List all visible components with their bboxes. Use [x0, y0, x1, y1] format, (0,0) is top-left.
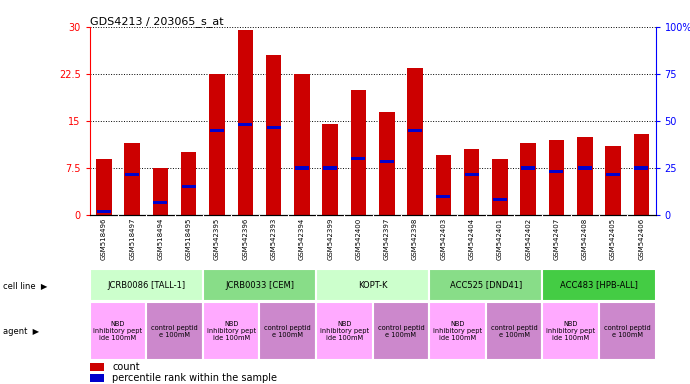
Bar [435, 156, 451, 215]
Bar [493, 198, 507, 201]
Bar [436, 195, 451, 198]
Text: agent  ▶: agent ▶ [3, 327, 39, 336]
Text: GSM542406: GSM542406 [638, 218, 644, 260]
Bar [351, 157, 366, 160]
Bar [124, 143, 140, 215]
Bar [542, 302, 599, 360]
Text: GDS4213 / 203065_s_at: GDS4213 / 203065_s_at [90, 16, 224, 27]
Bar [599, 302, 655, 360]
Bar [407, 68, 423, 215]
Text: GSM542405: GSM542405 [610, 218, 616, 260]
Bar [323, 166, 337, 170]
Text: control peptid
e 100mM: control peptid e 100mM [264, 325, 311, 338]
Text: GSM542394: GSM542394 [299, 218, 305, 260]
Bar [266, 55, 282, 215]
Bar [90, 362, 104, 371]
Bar [152, 168, 168, 215]
Bar [464, 173, 479, 176]
Bar [90, 302, 146, 360]
Bar [577, 137, 593, 215]
Text: control peptid
e 100mM: control peptid e 100mM [604, 325, 651, 338]
Bar [380, 160, 394, 163]
Bar [606, 173, 620, 176]
Bar [520, 143, 536, 215]
Text: count: count [112, 362, 140, 372]
Bar [322, 124, 338, 215]
Bar [125, 173, 139, 176]
Bar [295, 166, 309, 170]
Bar [605, 146, 621, 215]
Text: NBD
inhibitory pept
ide 100mM: NBD inhibitory pept ide 100mM [433, 321, 482, 341]
Text: control peptid
e 100mM: control peptid e 100mM [151, 325, 198, 338]
Bar [429, 270, 542, 301]
Bar [294, 74, 310, 215]
Bar [351, 89, 366, 215]
Bar [578, 166, 592, 170]
Text: GSM542395: GSM542395 [214, 218, 220, 260]
Text: control peptid
e 100mM: control peptid e 100mM [377, 325, 424, 338]
Text: GSM518494: GSM518494 [157, 218, 164, 260]
Bar [203, 302, 259, 360]
Bar [492, 159, 508, 215]
Text: GSM542404: GSM542404 [469, 218, 475, 260]
Bar [266, 126, 281, 129]
Bar [146, 302, 203, 360]
Text: GSM542398: GSM542398 [412, 218, 418, 260]
Text: KOPT-K: KOPT-K [358, 281, 387, 290]
Bar [549, 170, 564, 173]
Text: GSM542402: GSM542402 [525, 218, 531, 260]
Bar [181, 185, 196, 189]
Text: GSM542397: GSM542397 [384, 218, 390, 260]
Bar [634, 166, 649, 170]
Bar [542, 270, 656, 301]
Bar [90, 270, 203, 301]
Bar [181, 152, 197, 215]
Bar [549, 140, 564, 215]
Bar [379, 112, 395, 215]
Bar [97, 210, 111, 214]
Text: GSM542396: GSM542396 [242, 218, 248, 260]
Bar [259, 302, 316, 360]
Bar [96, 159, 112, 215]
Bar [316, 270, 429, 301]
Bar [316, 302, 373, 360]
Bar [210, 129, 224, 132]
Text: GSM542399: GSM542399 [327, 218, 333, 260]
Text: JCRB0086 [TALL-1]: JCRB0086 [TALL-1] [107, 281, 186, 290]
Bar [238, 122, 253, 126]
Text: NBD
inhibitory pept
ide 100mM: NBD inhibitory pept ide 100mM [93, 321, 143, 341]
Bar [373, 302, 429, 360]
Bar [209, 74, 225, 215]
Text: GSM542408: GSM542408 [582, 218, 588, 260]
Bar [408, 129, 422, 132]
Text: GSM542400: GSM542400 [355, 218, 362, 260]
Bar [237, 30, 253, 215]
Text: GSM542393: GSM542393 [270, 218, 277, 260]
Text: control peptid
e 100mM: control peptid e 100mM [491, 325, 538, 338]
Bar [429, 302, 486, 360]
Bar [633, 134, 649, 215]
Bar [203, 270, 316, 301]
Text: GSM542401: GSM542401 [497, 218, 503, 260]
Text: GSM542403: GSM542403 [440, 218, 446, 260]
Bar [153, 201, 168, 204]
Text: GSM542407: GSM542407 [553, 218, 560, 260]
Text: GSM518497: GSM518497 [129, 218, 135, 260]
Text: ACC483 [HPB-ALL]: ACC483 [HPB-ALL] [560, 281, 638, 290]
Text: JCRB0033 [CEM]: JCRB0033 [CEM] [225, 281, 294, 290]
Text: percentile rank within the sample: percentile rank within the sample [112, 373, 277, 383]
Text: GSM518495: GSM518495 [186, 218, 192, 260]
Bar [486, 302, 542, 360]
Bar [90, 374, 104, 382]
Bar [464, 149, 480, 215]
Text: NBD
inhibitory pept
ide 100mM: NBD inhibitory pept ide 100mM [319, 321, 369, 341]
Text: NBD
inhibitory pept
ide 100mM: NBD inhibitory pept ide 100mM [546, 321, 595, 341]
Text: ACC525 [DND41]: ACC525 [DND41] [450, 281, 522, 290]
Text: NBD
inhibitory pept
ide 100mM: NBD inhibitory pept ide 100mM [206, 321, 256, 341]
Text: cell line  ▶: cell line ▶ [3, 281, 48, 290]
Text: GSM518496: GSM518496 [101, 218, 107, 260]
Bar [521, 166, 535, 170]
